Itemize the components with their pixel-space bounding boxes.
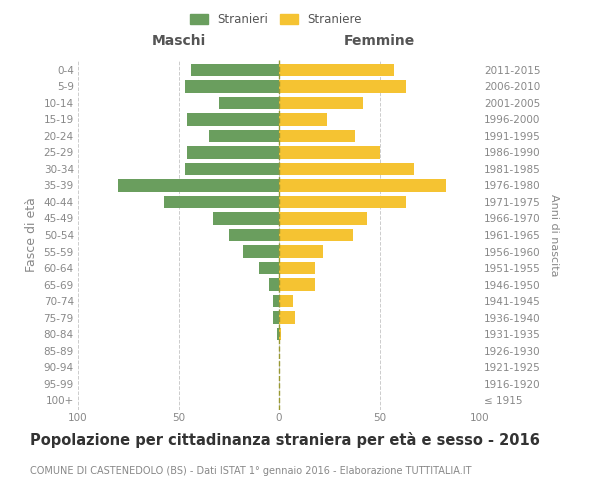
Text: COMUNE DI CASTENEDOLO (BS) - Dati ISTAT 1° gennaio 2016 - Elaborazione TUTTITALI: COMUNE DI CASTENEDOLO (BS) - Dati ISTAT …: [30, 466, 472, 476]
Y-axis label: Fasce di età: Fasce di età: [25, 198, 38, 272]
Bar: [259, 262, 279, 274]
Bar: [187, 113, 279, 126]
Bar: [118, 180, 279, 192]
Bar: [279, 328, 281, 340]
Bar: [279, 130, 355, 142]
Bar: [218, 96, 279, 109]
Bar: [277, 328, 279, 340]
Text: Femmine: Femmine: [344, 34, 415, 48]
Bar: [209, 130, 279, 142]
Bar: [229, 229, 279, 241]
Bar: [279, 96, 364, 109]
Bar: [185, 163, 279, 175]
Bar: [279, 312, 295, 324]
Bar: [279, 212, 367, 224]
Bar: [279, 246, 323, 258]
Bar: [279, 80, 406, 92]
Bar: [279, 180, 446, 192]
Bar: [269, 278, 279, 290]
Bar: [279, 146, 380, 158]
Legend: Stranieri, Straniere: Stranieri, Straniere: [185, 8, 367, 31]
Bar: [279, 163, 413, 175]
Bar: [191, 64, 279, 76]
Bar: [279, 64, 394, 76]
Bar: [279, 295, 293, 307]
Bar: [279, 229, 353, 241]
Bar: [187, 146, 279, 158]
Bar: [273, 312, 279, 324]
Bar: [243, 246, 279, 258]
Bar: [212, 212, 279, 224]
Y-axis label: Anni di nascita: Anni di nascita: [549, 194, 559, 276]
Bar: [279, 278, 315, 290]
Bar: [185, 80, 279, 92]
Bar: [164, 196, 279, 208]
Bar: [279, 196, 406, 208]
Text: Popolazione per cittadinanza straniera per età e sesso - 2016: Popolazione per cittadinanza straniera p…: [30, 432, 540, 448]
Bar: [279, 113, 327, 126]
Text: Maschi: Maschi: [151, 34, 206, 48]
Bar: [279, 262, 315, 274]
Bar: [273, 295, 279, 307]
